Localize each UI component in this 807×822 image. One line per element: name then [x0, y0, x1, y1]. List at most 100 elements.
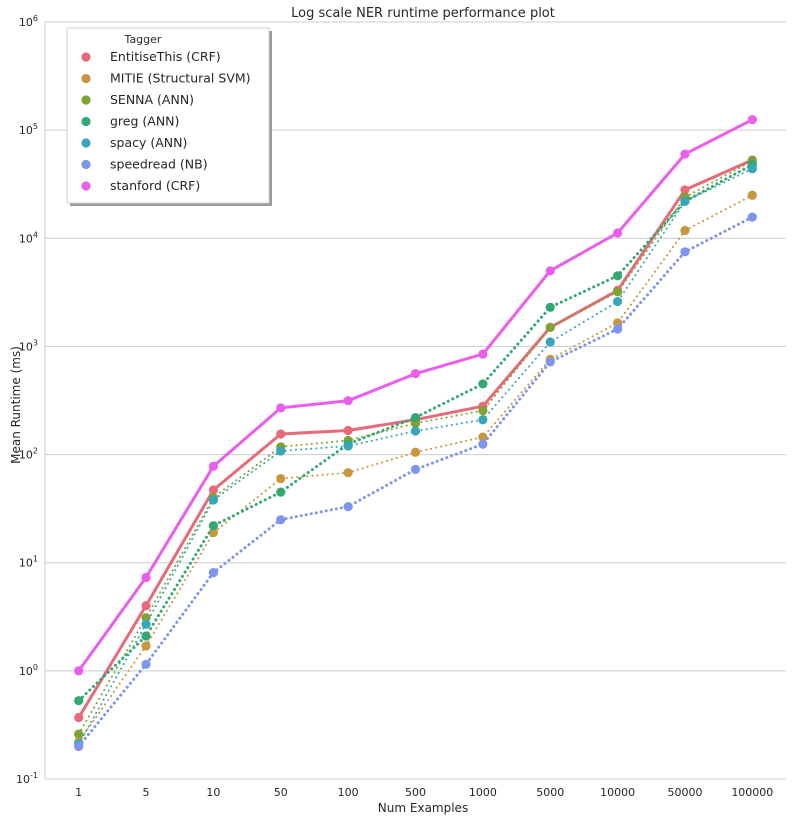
data-point [276, 403, 286, 413]
legend-marker [81, 52, 91, 62]
legend-entry: SENNA (ANN) [110, 92, 194, 107]
legend-marker [81, 116, 91, 127]
data-point [343, 468, 353, 478]
data-point [680, 225, 690, 236]
y-tick-exponent: 1 [33, 555, 38, 564]
x-tick-label: 10000 [600, 786, 635, 799]
data-point [680, 185, 690, 195]
data-point [74, 666, 84, 676]
data-point [208, 495, 219, 505]
data-point [141, 631, 151, 641]
y-tick-label: 105 [19, 122, 38, 137]
legend-marker [81, 95, 91, 105]
data-point [208, 485, 219, 495]
y-tick-base: 10 [19, 124, 33, 137]
data-point [141, 619, 151, 629]
x-tick-label: 50 [274, 786, 288, 799]
y-tick-label: 102 [19, 447, 38, 462]
series-6 [74, 115, 757, 676]
series-line [77, 215, 754, 748]
data-point [74, 712, 84, 723]
y-tick-base: 10 [19, 449, 33, 462]
data-point [478, 379, 488, 389]
y-axis-label: Mean Runtime (ms) [9, 346, 23, 464]
legend-entry: EntitiseThis (CRF) [110, 49, 221, 64]
data-point [276, 473, 286, 484]
data-point [680, 196, 690, 206]
legend-marker [81, 181, 91, 191]
data-point [612, 271, 623, 281]
data-point [747, 212, 757, 222]
data-point [410, 412, 421, 423]
data-point [680, 149, 690, 159]
data-point [410, 464, 421, 474]
data-point [74, 741, 84, 752]
y-tick-label: 10-1 [16, 771, 38, 786]
data-point [747, 115, 757, 125]
y-tick-base: 10 [19, 340, 33, 353]
y-tick-base: 10 [19, 665, 33, 678]
data-point [747, 190, 757, 200]
data-point [410, 447, 421, 457]
y-tick-base: 10 [19, 16, 33, 29]
data-point [141, 572, 151, 583]
x-tick-label: 500 [405, 786, 426, 799]
data-point [208, 521, 219, 531]
data-point [478, 415, 488, 425]
y-tick-label: 104 [19, 230, 38, 245]
legend-marker [81, 73, 91, 84]
y-tick-label: 101 [19, 555, 38, 570]
chart-title: Log scale NER runtime performance plot [291, 6, 555, 21]
y-tick-base: 10 [19, 557, 33, 570]
x-tick-label: 5 [143, 786, 150, 799]
data-point [343, 441, 353, 451]
legend-entry: MITIE (Structural SVM) [110, 71, 251, 86]
series-5 [74, 212, 757, 752]
x-tick-label: 5000 [536, 786, 564, 799]
y-tick-label: 100 [19, 663, 38, 678]
series-0 [74, 155, 757, 723]
data-point [276, 446, 286, 456]
data-point [545, 266, 555, 276]
data-point [680, 247, 690, 257]
data-point [276, 487, 286, 497]
series-line [77, 159, 754, 736]
data-point [141, 641, 151, 651]
data-point [410, 369, 421, 379]
y-tick-exponent: 5 [33, 122, 38, 131]
legend-marker [81, 159, 91, 170]
data-point [276, 515, 286, 525]
y-tick-label: 103 [19, 338, 38, 353]
series-1 [74, 190, 757, 747]
data-point [545, 357, 555, 367]
x-tick-label: 100 [338, 786, 359, 799]
data-point [74, 729, 84, 739]
legend-title: Tagger [124, 33, 162, 46]
data-point [208, 461, 219, 471]
legend-entry: speedread (NB) [110, 157, 208, 172]
data-point [478, 439, 488, 449]
data-point [343, 425, 353, 436]
data-point [141, 659, 151, 669]
data-point [343, 396, 353, 406]
x-tick-label: 1 [75, 786, 82, 799]
data-point [612, 324, 623, 334]
legend-marker [81, 138, 91, 148]
series-2 [74, 156, 757, 739]
y-tick-base: 10 [19, 232, 33, 245]
data-point [410, 426, 421, 436]
data-point [208, 527, 219, 538]
x-axis-label: Num Examples [378, 801, 468, 815]
data-point [478, 406, 488, 416]
legend-entry: stanford (CRF) [110, 178, 200, 193]
data-point [612, 287, 623, 297]
y-tick-exponent: -1 [30, 771, 38, 780]
data-point [74, 696, 84, 706]
y-tick-exponent: 3 [33, 338, 38, 347]
legend-entry: spacy (ANN) [110, 135, 187, 150]
y-tick-base: 10 [16, 773, 30, 786]
y-tick-exponent: 4 [33, 230, 38, 239]
x-tick-label: 10 [206, 786, 220, 799]
